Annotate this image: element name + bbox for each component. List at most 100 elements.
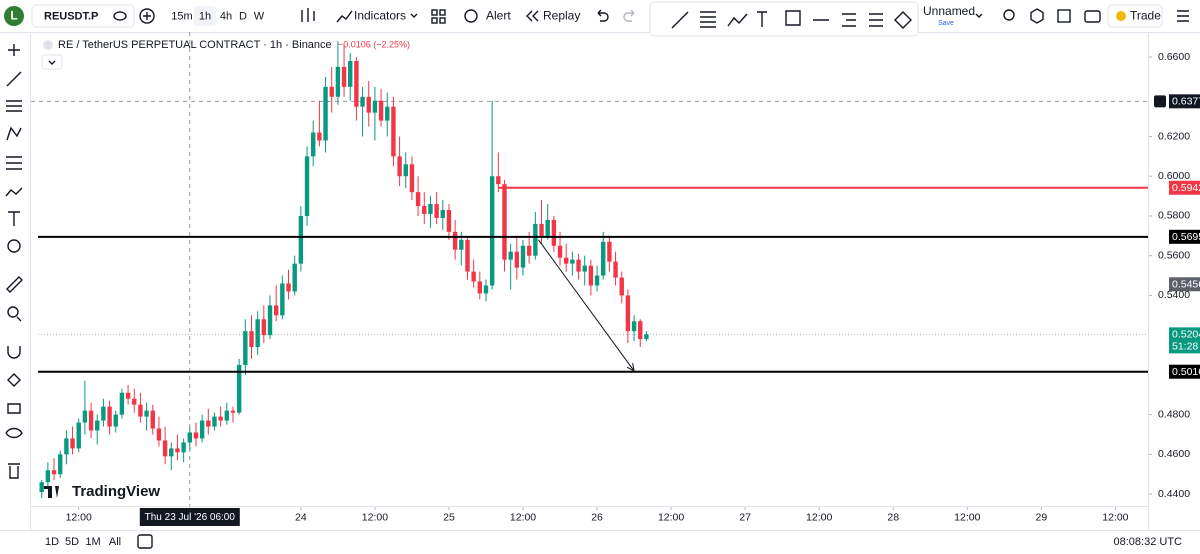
interval-button[interactable]: W <box>254 10 265 22</box>
legend-toggle[interactable] <box>41 54 63 70</box>
fullscreen-icon[interactable] <box>1057 9 1071 23</box>
candle-body <box>471 271 476 282</box>
trade-box[interactable] <box>1107 4 1163 28</box>
menu[interactable] <box>1177 10 1189 22</box>
left-toolbar-icons[interactable] <box>5 44 23 479</box>
candle-body <box>193 432 199 439</box>
candle-body <box>144 410 149 417</box>
price-badge-label: 0.5016 <box>1172 366 1200 378</box>
candle-body <box>317 132 322 141</box>
candle-body <box>397 156 402 177</box>
undo[interactable] <box>597 9 609 22</box>
candle-body <box>169 448 174 457</box>
symbol[interactable]: REUSDT.P <box>44 10 98 22</box>
interval-button[interactable]: 1h <box>199 10 211 22</box>
price-badge <box>1169 180 1200 195</box>
layout-dropdown[interactable] <box>975 13 983 18</box>
replay-icon[interactable] <box>526 10 539 22</box>
replay-button[interactable]: Replay <box>543 9 580 23</box>
layouts-icon[interactable] <box>439 17 446 24</box>
symbol-box[interactable] <box>31 4 135 28</box>
candle-body <box>539 223 544 236</box>
y-tick-label: 0.6000 <box>1158 170 1190 182</box>
search-icon[interactable] <box>1003 9 1015 21</box>
indicators-button[interactable]: Indicators <box>354 9 406 23</box>
candle-body <box>82 410 88 423</box>
range-button[interactable]: 1M <box>85 536 100 548</box>
redo[interactable] <box>623 9 635 22</box>
dropdown[interactable] <box>410 13 418 18</box>
snapshot-icon[interactable] <box>1084 10 1101 23</box>
candle-body <box>564 257 569 264</box>
candle-body <box>489 176 495 286</box>
x-tick-label: 12:00 <box>806 511 832 523</box>
candle-body <box>39 482 44 493</box>
candle-body <box>58 454 63 475</box>
price-badge <box>1169 364 1200 379</box>
candle-body <box>132 398 137 405</box>
candle-body <box>545 219 550 236</box>
price-badge <box>1169 229 1200 244</box>
trade-button[interactable]: Trade <box>1130 9 1161 23</box>
candle-body <box>391 106 396 157</box>
range-button[interactable]: 1D <box>45 536 59 548</box>
candle-body <box>409 164 415 193</box>
candle-body <box>348 61 353 87</box>
candle-body <box>551 219 557 246</box>
candle-body <box>125 392 131 399</box>
candle-body <box>76 422 81 449</box>
symbol-logo <box>43 40 53 50</box>
interval-active[interactable] <box>194 6 216 26</box>
candle-body <box>385 106 390 121</box>
alert-icon[interactable] <box>464 9 478 23</box>
candle-body <box>218 416 223 421</box>
legend-toggle-icon[interactable] <box>48 60 56 65</box>
interval-button[interactable]: D <box>239 10 247 22</box>
x-tick-label: 24 <box>295 511 307 523</box>
save-button[interactable]: Save <box>938 20 954 27</box>
range-button[interactable]: All <box>109 536 121 548</box>
price-badge-label: 0.5204 <box>1172 329 1200 341</box>
drawing-tools[interactable] <box>671 10 912 29</box>
candle-body <box>323 86 328 141</box>
x-tick-label: 12:00 <box>510 511 536 523</box>
interval-button[interactable]: 4h <box>220 10 232 22</box>
clock: 08:08:32 UTC <box>1114 536 1183 548</box>
range-button[interactable]: 5D <box>65 536 79 548</box>
candle-body <box>514 251 520 268</box>
add-symbol[interactable] <box>139 8 155 24</box>
settings-icon[interactable] <box>1030 8 1044 24</box>
interval-button[interactable]: 15m <box>171 10 192 22</box>
candle-body <box>95 420 100 431</box>
alert-button[interactable]: Alert <box>486 9 511 23</box>
candle-body <box>594 275 600 286</box>
y-tick-label: 0.4400 <box>1158 488 1190 500</box>
candle-body <box>360 96 365 107</box>
eye-icon[interactable] <box>113 11 127 21</box>
candle-body <box>101 406 106 421</box>
price-badge-label: 0.5695 <box>1172 231 1200 243</box>
x-tick-label: 27 <box>739 511 751 523</box>
layouts-icon[interactable] <box>431 9 438 16</box>
candle-body <box>267 305 273 336</box>
candle-body <box>150 410 155 429</box>
candle-body <box>366 96 371 113</box>
candle-body <box>224 410 230 421</box>
candle-body <box>230 410 236 413</box>
candle-body <box>434 204 439 218</box>
x-tick-label: 12:00 <box>362 511 388 523</box>
candle-body <box>520 245 526 268</box>
candle-body <box>415 192 421 207</box>
indicators-icon[interactable] <box>336 10 353 23</box>
avatar[interactable] <box>4 6 24 26</box>
layouts-icon[interactable] <box>431 17 438 24</box>
date-range-icon[interactable] <box>137 534 153 549</box>
avatar-letter[interactable]: L <box>10 9 17 23</box>
chart-type-icon[interactable] <box>301 8 315 22</box>
candle-body <box>329 86 334 97</box>
layout-name[interactable]: Unnamed <box>923 4 975 18</box>
x-tick-label: 28 <box>887 511 899 523</box>
layouts-icon[interactable] <box>439 9 446 16</box>
